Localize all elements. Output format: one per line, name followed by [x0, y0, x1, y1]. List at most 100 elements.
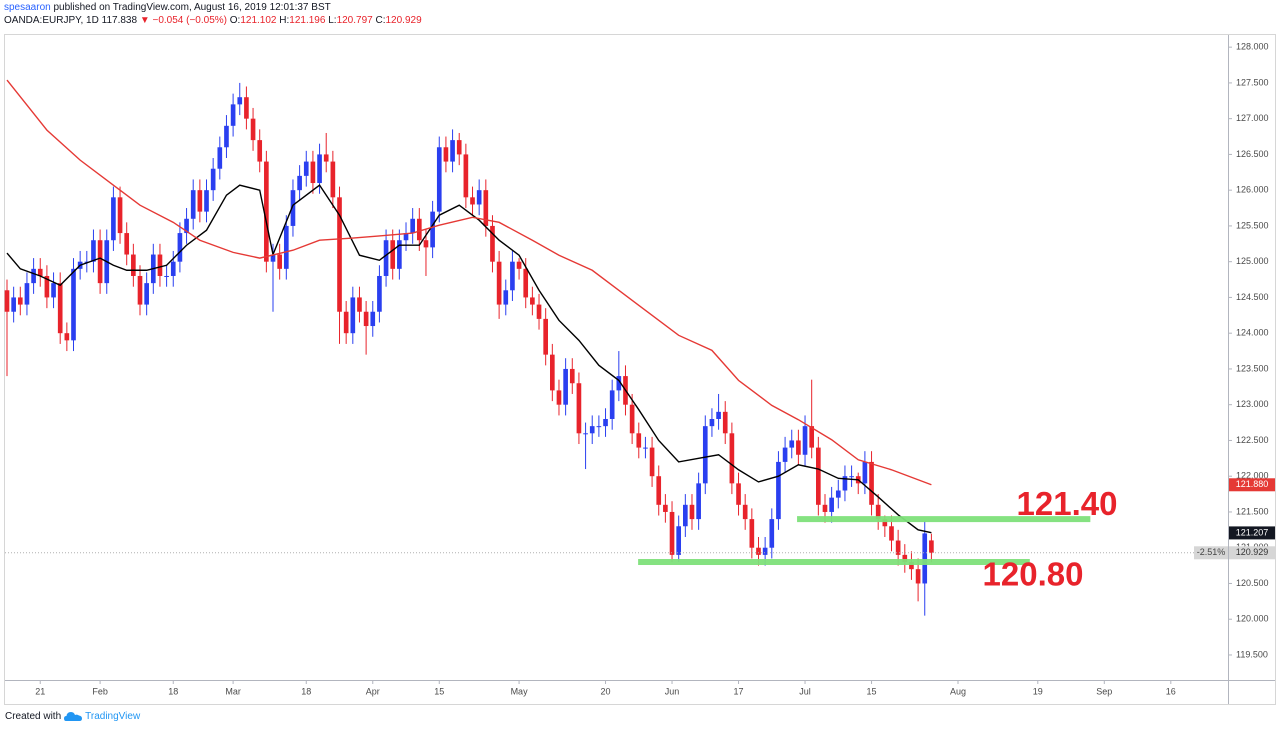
candle-body: [616, 376, 622, 391]
x-tick-label: 21: [35, 686, 45, 696]
candle-body: [802, 426, 808, 455]
candle-body: [915, 569, 921, 584]
change-box: [1194, 546, 1228, 560]
candle-body: [742, 504, 748, 520]
candle-body: [337, 197, 342, 312]
symbol: OANDA:EURJPY, 1D: [4, 15, 99, 26]
candle-body: [889, 526, 894, 541]
y-tick-label: 126.000: [1236, 185, 1269, 195]
x-tick-label: 20: [601, 686, 611, 696]
candle-body: [463, 154, 469, 198]
candle-body: [709, 418, 715, 427]
candle-body: [230, 104, 236, 126]
ohlc: O:121.102 H:121.196 L:120.797 C:120.929: [230, 15, 422, 26]
y-tick-label: 122.000: [1236, 471, 1269, 481]
candle-body: [4, 290, 10, 312]
chart-frame: [4, 34, 1276, 705]
x-tick-label: 15: [434, 686, 444, 696]
x-tick-label: Sep: [1096, 686, 1112, 696]
x-tick-label: 18: [168, 686, 178, 696]
candle-body: [257, 140, 263, 162]
y-tick-label: 123.000: [1236, 399, 1269, 409]
candle-body: [649, 447, 655, 477]
candle-body: [357, 297, 362, 312]
change: ▼ −0.054 (−0.05%): [139, 15, 227, 26]
candle-body: [270, 254, 276, 262]
price-label-box: [1229, 478, 1275, 492]
candle-body: [250, 118, 256, 141]
candle-body: [516, 261, 522, 269]
y-tick-label: 125.000: [1236, 256, 1269, 266]
candle-body: [483, 190, 489, 226]
y-tick-label: 123.500: [1236, 363, 1269, 373]
ohlc-key: C:: [375, 15, 386, 26]
candle-body: [350, 297, 356, 334]
candle-body: [224, 125, 229, 148]
y-tick-label: 127.000: [1236, 113, 1269, 123]
candle-body: [264, 161, 269, 262]
candle-body: [410, 218, 415, 234]
candle-body: [556, 390, 562, 405]
y-tick-label: 128.000: [1236, 42, 1269, 52]
candle-body: [902, 554, 908, 563]
price-label: 121.207: [1236, 527, 1269, 537]
candle-body: [543, 318, 549, 355]
candle-body: [164, 275, 169, 277]
candle-body: [91, 240, 96, 262]
candle-body: [476, 190, 482, 205]
candle-body: [450, 140, 455, 162]
candle-body: [676, 526, 682, 555]
author[interactable]: spesaaron: [4, 2, 51, 13]
candle-body: [729, 433, 735, 484]
candle-body: [510, 261, 515, 291]
candle-body: [536, 304, 542, 319]
ohlc-value: 120.929: [385, 15, 422, 26]
candle-body: [111, 197, 116, 241]
candle-body: [809, 426, 815, 448]
candle-body: [875, 504, 881, 520]
x-tick-label: Apr: [366, 686, 380, 696]
x-tick-label: 19: [1033, 686, 1043, 696]
candle-body: [210, 168, 216, 191]
candle-body: [204, 190, 209, 212]
candle-body: [137, 275, 143, 305]
candle-body: [131, 254, 136, 276]
candle-body: [722, 411, 728, 434]
candle-body: [11, 297, 16, 312]
candle-body: [117, 197, 123, 234]
candle-body: [17, 297, 23, 305]
candle-body: [816, 447, 821, 505]
candle-body: [57, 283, 63, 334]
footer: Created with TradingView: [5, 711, 140, 722]
candle-body: [762, 547, 768, 555]
candle-body: [829, 497, 834, 512]
x-tick-label: 18: [301, 686, 311, 696]
x-tick-label: Mar: [225, 686, 241, 696]
candle-body: [124, 233, 130, 255]
ohlc-value: 121.102: [240, 15, 277, 26]
ohlc-key: O:: [229, 15, 241, 26]
candle-body: [303, 161, 309, 176]
candle-body: [523, 268, 529, 298]
candle-body: [51, 283, 56, 298]
candle-body: [696, 483, 701, 520]
candle-body: [929, 540, 934, 553]
candle-body: [656, 476, 662, 505]
candle-body: [297, 175, 302, 191]
candle-body: [237, 97, 243, 105]
candle-body: [436, 147, 442, 212]
y-tick-label: 119.500: [1236, 649, 1268, 659]
candle-body: [789, 440, 795, 448]
candle-body: [443, 147, 449, 162]
candle-body: [882, 519, 888, 527]
candle-body: [430, 211, 435, 248]
candle-body: [403, 233, 409, 241]
brand[interactable]: TradingView: [85, 711, 141, 722]
published: published on TradingView.com, August 16,…: [53, 2, 331, 13]
y-tick-label: 122.500: [1236, 435, 1269, 445]
price-label-box: [1229, 546, 1275, 560]
y-tick-label: 126.500: [1236, 149, 1269, 159]
candle-body: [184, 218, 189, 234]
candle-body: [456, 140, 462, 155]
